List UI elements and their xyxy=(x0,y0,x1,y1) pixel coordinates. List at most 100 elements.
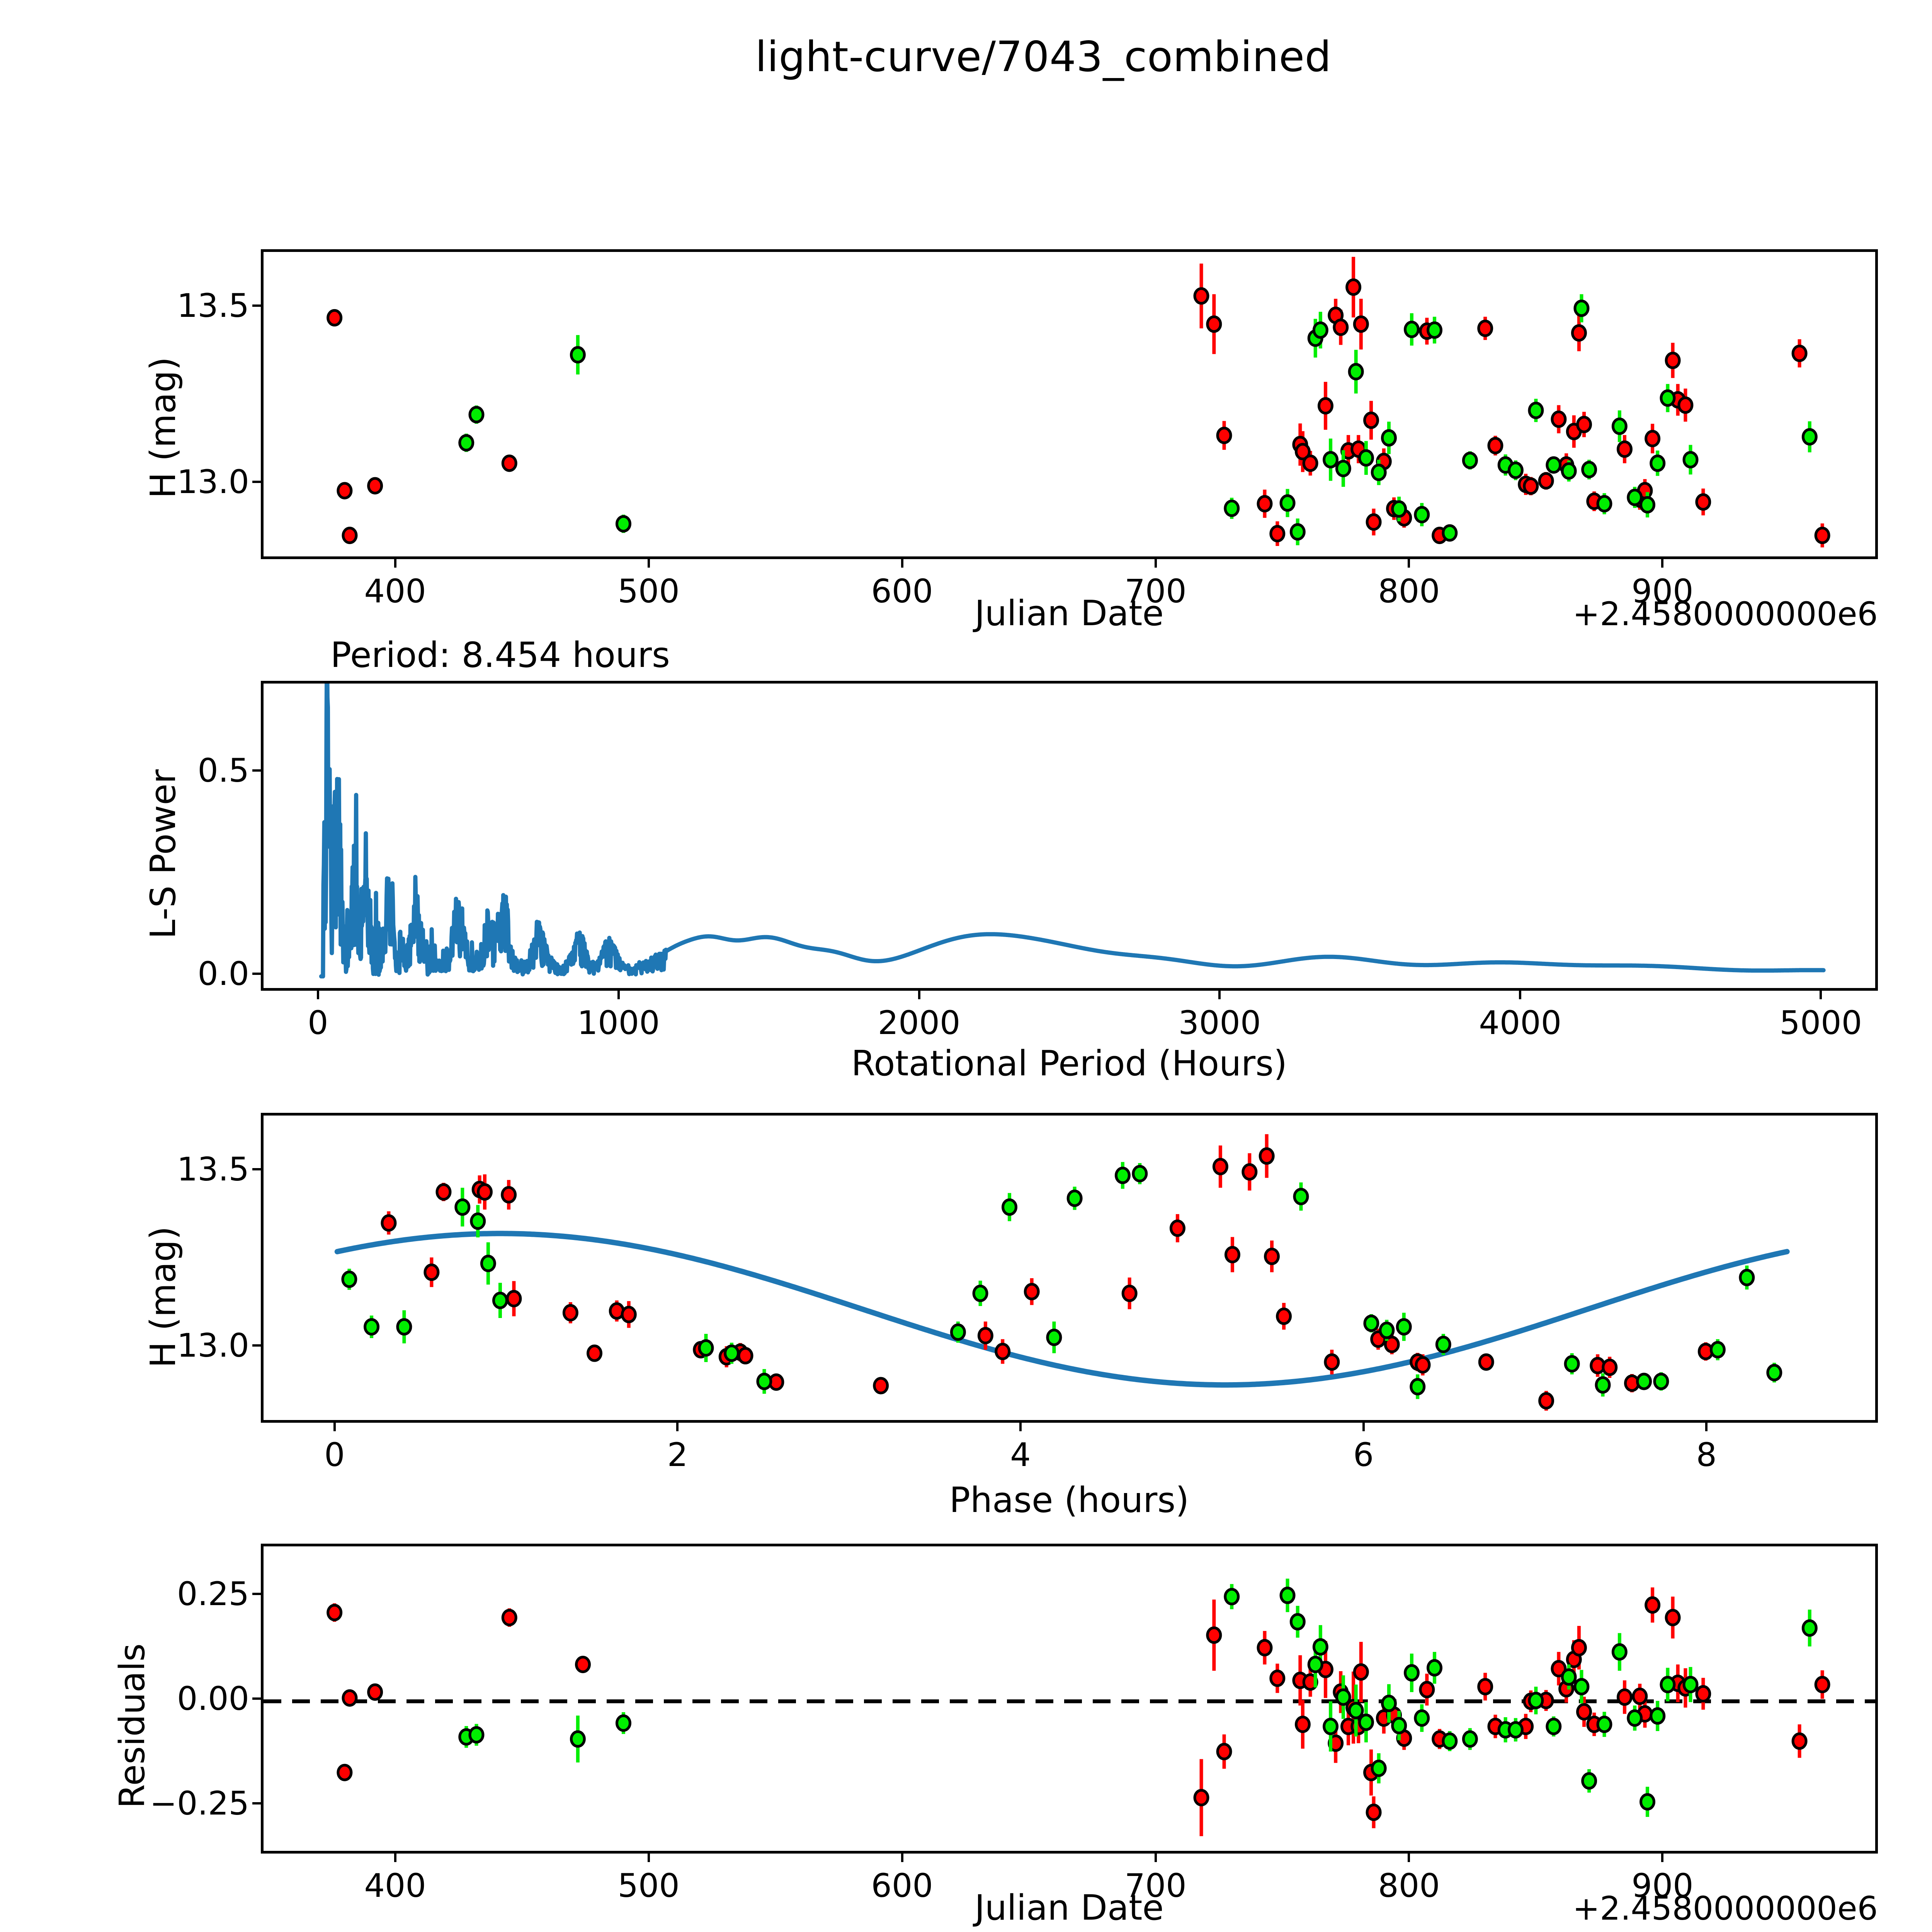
data-point-marker xyxy=(1801,428,1818,446)
data-point-marker xyxy=(1379,1321,1395,1339)
data-point-marker xyxy=(1323,1718,1339,1735)
data-point-marker xyxy=(381,1214,397,1232)
x-tick-mark xyxy=(1661,559,1664,568)
data-point-marker xyxy=(337,1764,353,1781)
data-point-marker xyxy=(1403,321,1420,338)
period-annotation: Period: 8.454 hours xyxy=(330,635,670,675)
data-point-marker xyxy=(615,1714,631,1732)
residuals-ylabel: Residuals xyxy=(112,1643,153,1808)
x-tick-mark xyxy=(1154,1854,1157,1862)
data-point-marker xyxy=(1538,472,1554,490)
data-point-marker xyxy=(1348,363,1364,381)
periodogram-xlabel: Rotational Period (Hours) xyxy=(851,1043,1287,1084)
data-point-marker xyxy=(1528,401,1544,419)
data-point-marker xyxy=(1216,427,1232,444)
data-point-marker xyxy=(341,1270,357,1288)
x-tick-mark xyxy=(617,991,620,999)
y-tick-mark xyxy=(252,769,261,772)
data-point-marker xyxy=(698,1339,714,1357)
data-point-marker xyxy=(1114,1167,1131,1184)
data-point-marker xyxy=(1616,1688,1633,1706)
data-point-marker xyxy=(1317,397,1333,415)
data-point-marker xyxy=(737,1347,753,1365)
data-point-marker xyxy=(476,1183,493,1201)
y-tick-label: 13.0 xyxy=(177,1326,249,1364)
data-point-marker xyxy=(1289,1613,1306,1631)
x-tick-label: 900 xyxy=(1631,1867,1694,1905)
data-point-marker xyxy=(1335,1688,1351,1706)
data-point-marker xyxy=(1507,1721,1524,1739)
data-point-marker xyxy=(1435,1335,1451,1353)
x-tick-mark xyxy=(647,1854,650,1862)
data-point-marker xyxy=(1381,429,1397,447)
phase-xlabel: Phase (hours) xyxy=(949,1480,1189,1520)
data-point-marker xyxy=(1660,1676,1676,1694)
data-point-marker xyxy=(1294,1716,1311,1733)
data-point-marker xyxy=(1477,1678,1493,1696)
x-tick-mark xyxy=(1705,1423,1708,1431)
data-point-marker xyxy=(1551,1660,1567,1677)
data-point-marker xyxy=(1366,513,1382,531)
x-tick-mark xyxy=(918,991,920,999)
data-point-marker xyxy=(1169,1219,1185,1237)
data-point-marker xyxy=(1442,524,1458,542)
data-point-marker xyxy=(1581,1772,1597,1790)
data-point-marker xyxy=(1224,499,1240,517)
data-point-marker xyxy=(1381,1694,1397,1712)
phase-ylabel: H (mag) xyxy=(143,1226,184,1368)
data-point-marker xyxy=(327,309,343,327)
data-point-marker xyxy=(1677,396,1694,414)
data-point-marker xyxy=(1206,1626,1222,1644)
data-point-marker xyxy=(1611,417,1628,435)
data-point-marker xyxy=(1581,461,1597,478)
data-point-marker xyxy=(1257,1639,1273,1656)
data-point-marker xyxy=(1403,1664,1420,1682)
data-point-marker xyxy=(367,1683,383,1701)
data-point-marker xyxy=(1507,461,1524,479)
x-tick-label: 1000 xyxy=(577,1004,660,1042)
y-tick-label: 0.0 xyxy=(197,954,249,993)
data-point-marker xyxy=(1487,437,1503,454)
data-point-marker xyxy=(1477,320,1493,337)
data-point-marker xyxy=(1348,1702,1364,1719)
data-point-marker xyxy=(1415,1356,1431,1374)
lightcurve-xlabel: Julian Date xyxy=(975,593,1164,634)
data-point-marker xyxy=(1024,1283,1040,1301)
data-point-marker xyxy=(1410,1378,1426,1396)
data-point-marker xyxy=(1066,1189,1083,1207)
x-tick-mark xyxy=(1154,559,1157,568)
data-point-marker xyxy=(342,1689,358,1707)
x-tick-mark xyxy=(1408,559,1410,568)
x-tick-mark xyxy=(647,559,650,568)
series-green-filter xyxy=(341,1162,1782,1399)
data-point-marker xyxy=(468,406,485,423)
data-point-marker xyxy=(1353,1663,1369,1681)
y-tick-mark xyxy=(252,304,261,307)
data-point-marker xyxy=(1242,1163,1258,1181)
x-tick-mark xyxy=(394,559,396,568)
data-point-marker xyxy=(1660,389,1676,407)
x-tick-label: 800 xyxy=(1378,1867,1440,1905)
data-point-marker xyxy=(1307,1656,1323,1673)
data-point-marker xyxy=(1302,454,1318,472)
data-point-marker xyxy=(1333,318,1349,336)
data-point-marker xyxy=(1573,1678,1590,1696)
phase-plot-area xyxy=(334,1134,1790,1411)
data-point-marker xyxy=(615,515,631,533)
panel-lightcurve xyxy=(261,249,1878,559)
data-point-marker xyxy=(1294,443,1311,461)
x-tick-label: 500 xyxy=(617,572,680,610)
x-tick-label: 6 xyxy=(1353,1436,1374,1474)
x-tick-label: 600 xyxy=(871,1867,933,1905)
data-point-marker xyxy=(1276,1307,1292,1325)
data-point-marker xyxy=(1616,440,1633,458)
data-point-marker xyxy=(1264,1248,1280,1265)
data-point-marker xyxy=(1665,1609,1681,1626)
data-point-marker xyxy=(1224,1246,1240,1264)
x-tick-mark xyxy=(1218,991,1221,999)
data-point-marker xyxy=(1293,1188,1309,1206)
axes-frame-periodogram xyxy=(261,681,1878,991)
data-point-marker xyxy=(1595,1376,1611,1394)
y-tick-mark xyxy=(252,1344,261,1347)
data-point-marker xyxy=(1216,1743,1232,1760)
